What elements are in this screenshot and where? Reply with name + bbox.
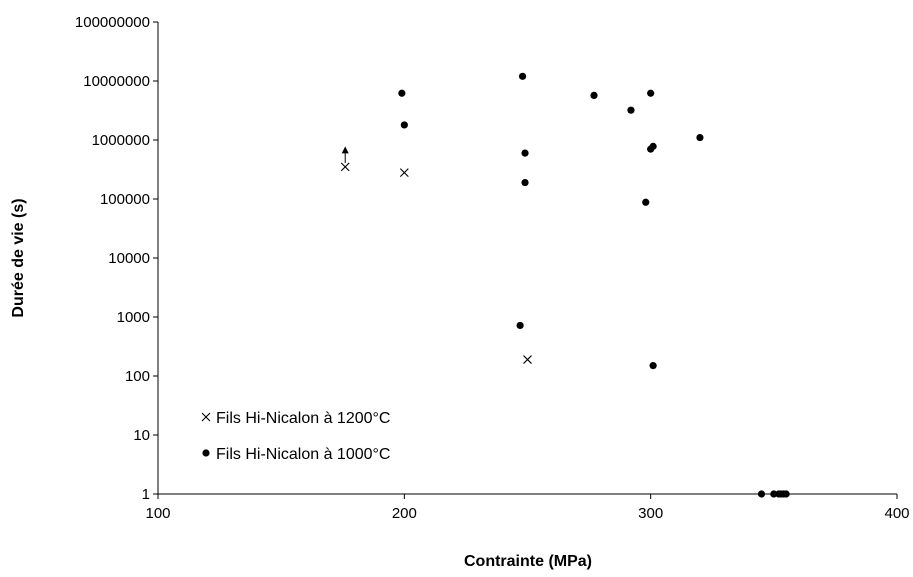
x-axis-label: Contrainte (MPa) [464, 553, 592, 570]
x-tick-label: 200 [392, 505, 417, 522]
y-axis-label: Durée de vie (s) [10, 198, 27, 317]
tick-labels: 1 10 100 1000 10000 100000 1000000 10000000 1000… [75, 14, 910, 522]
arrow-head [341, 146, 349, 154]
cross-stroke [399, 168, 409, 178]
data-point-1000c [398, 89, 406, 97]
data-point-1200c [399, 168, 409, 178]
y-tick-label: 1 [142, 486, 150, 503]
data-point-1000c [642, 198, 650, 206]
data-point-1000c [649, 142, 657, 150]
legend-marker-dot [202, 449, 210, 457]
data-point-1000c [516, 321, 524, 330]
data-point-1000c [590, 91, 598, 100]
legend-marker-cross [201, 412, 211, 422]
data-point-1000c [649, 362, 657, 370]
legend-label: Fils Hi-Nicalon à 1200°C [216, 410, 390, 427]
axes [153, 21, 898, 499]
annotations [341, 146, 349, 163]
data-point-1000c [770, 490, 778, 498]
x-tick-label: 300 [638, 505, 663, 522]
legend-entry: Fils Hi-Nicalon à 1200°C [201, 410, 390, 427]
cross-stroke [201, 412, 211, 422]
legend: Fils Hi-Nicalon à 1200°C Fils Hi-Nicalon … [201, 410, 390, 463]
y-tick-label: 100000 [100, 191, 150, 208]
data-point-1000c [521, 178, 529, 187]
y-tick-label: 10000 [108, 250, 150, 267]
x-tick-label: 100 [145, 505, 170, 522]
data-points [340, 72, 790, 498]
data-point-1200c [523, 355, 532, 364]
data-point-1000c [521, 149, 529, 157]
legend-label: Fils Hi-Nicalon à 1000°C [216, 446, 390, 463]
data-point-1200c [340, 162, 350, 172]
data-point-1000c [696, 133, 704, 142]
y-tick-label: 100 [125, 368, 150, 385]
cross-stroke [340, 162, 350, 172]
y-tick-label: 10000000 [83, 73, 150, 90]
y-tick-label: 1000 [117, 309, 150, 326]
data-point-1000c [518, 72, 527, 80]
data-point-1000c [782, 490, 790, 498]
cross-stroke [523, 355, 532, 364]
y-tick-label: 10 [133, 427, 150, 444]
x-tick-label: 400 [884, 505, 909, 522]
legend-entry: Fils Hi-Nicalon à 1000°C [202, 446, 390, 463]
y-tick-label: 100000000 [75, 14, 150, 31]
data-point-1000c [757, 490, 766, 498]
data-point-1000c [627, 106, 635, 114]
y-tick-label: 1000000 [92, 132, 150, 149]
data-point-1000c [400, 121, 408, 129]
data-point-1000c [647, 89, 655, 97]
